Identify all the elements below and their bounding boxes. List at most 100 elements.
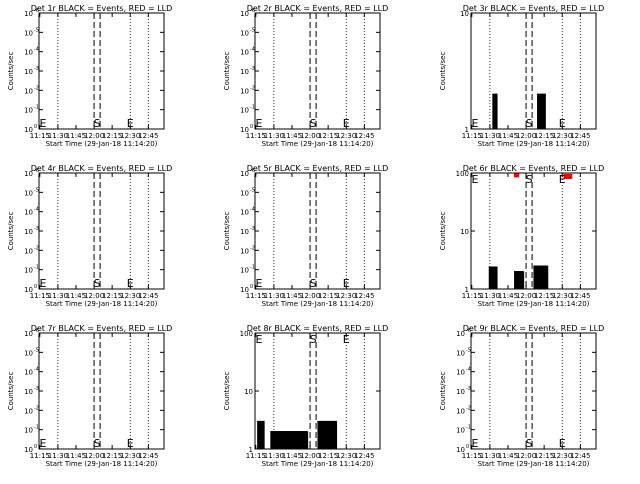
y-axis-label: Counts/sec xyxy=(439,212,447,251)
y-tick-exponent: -3 xyxy=(466,386,471,392)
y-tick-label: 1 xyxy=(465,286,469,294)
flare-end-label: E xyxy=(559,173,566,186)
left-edge-label: E xyxy=(472,117,479,130)
y-tick-exponent: -4 xyxy=(250,207,255,213)
y-tick-exponent: -4 xyxy=(466,367,471,373)
y-tick-exponent: -2 xyxy=(250,245,255,251)
x-tick-label: 12:45 xyxy=(570,292,590,300)
y-tick-exponent: -3 xyxy=(34,66,39,72)
y-tick-label: 10 xyxy=(24,369,33,377)
x-tick-label: 11:15 xyxy=(30,132,50,140)
left-edge-label: E xyxy=(472,173,479,186)
y-tick-exponent: -1 xyxy=(466,425,471,431)
y-tick-exponent: -5 xyxy=(250,187,255,193)
panel-title: Det 1r BLACK = Events, RED = LLD xyxy=(31,4,173,13)
y-tick-exponent: 0 xyxy=(466,444,469,450)
x-tick-label: 12:30 xyxy=(120,452,140,460)
flare-end-label: E xyxy=(127,117,134,130)
y-tick-exponent: -4 xyxy=(250,47,255,53)
y-tick-exponent: -5 xyxy=(34,27,39,33)
flare-end-label: E xyxy=(343,117,350,130)
y-tick-exponent: -5 xyxy=(250,27,255,33)
y-tick-exponent: -5 xyxy=(34,187,39,193)
left-edge-label: E xyxy=(40,277,47,290)
y-axis-label: Counts/sec xyxy=(439,52,447,91)
y-tick-label: 10 xyxy=(24,189,33,197)
y-tick-label: 10 xyxy=(24,349,33,357)
x-tick-label: 11:30 xyxy=(264,292,284,300)
y-tick-exponent: -3 xyxy=(250,226,255,232)
y-tick-exponent: -4 xyxy=(34,367,39,373)
y-tick-label: 10 xyxy=(460,228,469,236)
y-tick-exponent: -2 xyxy=(34,405,39,411)
y-tick-label: 10 xyxy=(24,68,33,76)
x-tick-label: 11:30 xyxy=(48,292,68,300)
y-tick-label: 100 xyxy=(240,330,253,338)
x-tick-label: 11:30 xyxy=(480,132,500,140)
panel-title: Det 8r BLACK = Events, RED = LLD xyxy=(247,324,389,333)
x-tick-label: 12:15 xyxy=(102,132,122,140)
flare-end-label: E xyxy=(343,333,350,346)
y-tick-label: 10 xyxy=(24,427,33,435)
x-tick-label: 12:00 xyxy=(84,452,104,460)
y-tick-exponent: 0 xyxy=(250,124,253,130)
panel-title: Det 6r BLACK = Events, RED = LLD xyxy=(463,164,605,173)
y-tick-label: 10 xyxy=(456,330,465,338)
left-edge-label: E xyxy=(256,117,263,130)
panel-title: Det 7r BLACK = Events, RED = LLD xyxy=(31,324,173,333)
y-tick-label: 10 xyxy=(24,407,33,415)
x-tick-label: 11:45 xyxy=(282,132,302,140)
x-tick-label: 12:15 xyxy=(102,452,122,460)
y-tick-exponent: -6 xyxy=(34,8,39,14)
x-tick-label: 11:45 xyxy=(282,292,302,300)
x-tick-label: 12:30 xyxy=(552,452,572,460)
flare-end-label: E xyxy=(127,437,134,450)
y-tick-label: 10 xyxy=(240,247,249,255)
y-tick-exponent: -5 xyxy=(466,347,471,353)
x-axis-label: Start Time (29-Jan-18 11:14:20) xyxy=(478,460,590,468)
x-tick-label: 12:15 xyxy=(534,452,554,460)
y-tick-label: 10 xyxy=(240,68,249,76)
x-tick-label: 12:30 xyxy=(336,452,356,460)
x-tick-label: 11:15 xyxy=(462,132,482,140)
y-tick-label: 10 xyxy=(24,49,33,57)
x-tick-label: 11:45 xyxy=(498,452,518,460)
y-tick-label: 10 xyxy=(24,247,33,255)
x-tick-label: 12:00 xyxy=(516,292,536,300)
y-tick-label: 10 xyxy=(24,267,33,275)
x-tick-label: 12:15 xyxy=(534,132,554,140)
x-tick-label: 12:45 xyxy=(354,132,374,140)
flare-start-label: S xyxy=(94,277,101,290)
panel-title: Det 2r BLACK = Events, RED = LLD xyxy=(247,4,389,13)
y-tick-label: 100 xyxy=(456,170,469,178)
y-tick-exponent: -6 xyxy=(34,328,39,334)
x-tick-label: 11:30 xyxy=(48,132,68,140)
y-tick-label: 1 xyxy=(249,446,253,454)
x-tick-label: 12:00 xyxy=(300,452,320,460)
x-tick-label: 12:45 xyxy=(138,452,158,460)
y-tick-label: 10 xyxy=(240,286,249,294)
x-axis-label: Start Time (29-Jan-18 11:14:20) xyxy=(478,300,590,308)
x-tick-label: 12:30 xyxy=(336,132,356,140)
x-tick-label: 11:45 xyxy=(498,132,518,140)
y-tick-exponent: -1 xyxy=(250,265,255,271)
y-tick-label: 10 xyxy=(24,10,33,18)
y-tick-label: 10 xyxy=(24,209,33,217)
x-tick-label: 12:45 xyxy=(138,132,158,140)
y-tick-label: 10 xyxy=(456,446,465,454)
x-axis-label: Start Time (29-Jan-18 11:14:20) xyxy=(262,140,374,148)
y-tick-label: 10 xyxy=(24,87,33,95)
y-tick-label: 10 xyxy=(24,388,33,396)
x-tick-label: 12:00 xyxy=(516,452,536,460)
y-tick-label: 10 xyxy=(24,170,33,178)
x-axis-label: Start Time (29-Jan-18 11:14:20) xyxy=(262,460,374,468)
y-tick-exponent: 0 xyxy=(34,284,37,290)
x-tick-label: 12:00 xyxy=(300,292,320,300)
flare-start-label: S xyxy=(94,437,101,450)
x-tick-label: 12:15 xyxy=(318,132,338,140)
y-axis-label: Counts/sec xyxy=(223,372,231,411)
y-tick-label: 10 xyxy=(240,228,249,236)
